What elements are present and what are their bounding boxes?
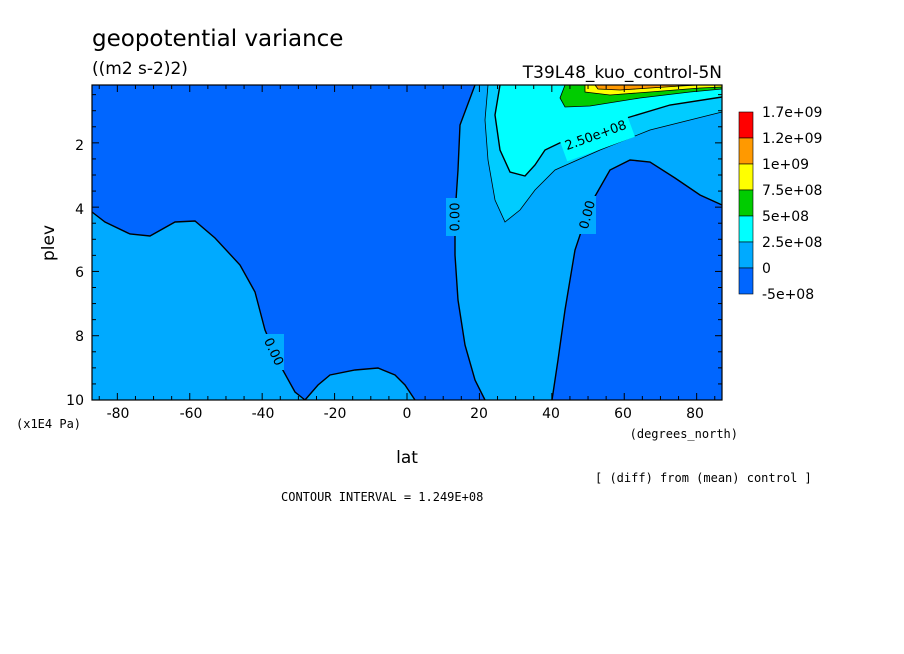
legend-swatch (738, 215, 754, 243)
tick-marks (92, 85, 722, 401)
chart-title: geopotential variance (92, 26, 343, 52)
x-tick-label: 20 (470, 406, 488, 422)
diff-note: [ (diff) from (mean) control ] (595, 471, 812, 485)
legend-swatch (738, 267, 754, 295)
contour-label-central: 0.00 (449, 203, 464, 232)
contour-500e6 (559, 84, 723, 108)
contour-750e6 (584, 85, 723, 96)
contour-label-east: 0.00 (577, 199, 599, 231)
mid-bottom-positive-region (305, 368, 415, 400)
legend-label: 1.2e+09 (762, 131, 822, 147)
x-tick-label: 0 (403, 406, 412, 422)
x-tick-label: -60 (180, 406, 203, 422)
color-legend: 1.7e+09 1.2e+09 1e+09 7.5e+08 5e+08 2.5e… (738, 105, 822, 303)
contour-interval: CONTOUR INTERVAL = 1.249E+08 (281, 490, 483, 504)
legend-label: 2.5e+08 (762, 235, 822, 251)
x-tick-label: -80 (107, 406, 130, 422)
y-axis-units: (x1E4 Pa) (16, 417, 81, 431)
legend-swatch (738, 241, 754, 269)
southern-positive-region (92, 212, 305, 400)
x-axis-label: lat (396, 448, 418, 468)
experiment-name: T39L48_kuo_control-5N (522, 63, 722, 83)
legend-label: 0 (762, 261, 771, 277)
x-tick-labels: -80 -60 -40 -20 0 20 40 60 80 (107, 406, 704, 422)
x-tick-label: 80 (686, 406, 704, 422)
zero-contour-central-west (454, 84, 486, 401)
y-tick-label: 4 (75, 202, 84, 218)
cyan-band-region (495, 85, 722, 176)
legend-label: 5e+08 (762, 209, 809, 225)
y-axis-label: plev (39, 225, 59, 261)
legend-label: 1e+09 (762, 157, 809, 173)
legend-swatch (738, 137, 754, 165)
legend-label: 1.7e+09 (762, 105, 822, 121)
legend-label: -5e+08 (762, 287, 814, 303)
legend-swatch (738, 111, 754, 139)
x-tick-label: 60 (614, 406, 632, 422)
y-tick-label: 6 (75, 265, 84, 281)
legend-label: 7.5e+08 (762, 183, 822, 199)
y-tick-labels: 2 4 6 8 10 (66, 138, 84, 409)
x-tick-label: -40 (252, 406, 275, 422)
x-axis-units: (degrees_north) (630, 427, 738, 441)
chart-units: ((m2 s-2)2) (92, 59, 188, 79)
x-tick-label: 40 (542, 406, 560, 422)
y-tick-label: 10 (66, 393, 84, 409)
zero-contour-central-east (551, 159, 723, 401)
contour-1e9 (594, 84, 701, 91)
legend-swatch (738, 163, 754, 191)
zero-contour-midbottom (304, 367, 416, 401)
x-tick-label: -20 (324, 406, 347, 422)
y-tick-label: 2 (75, 138, 84, 154)
contour-250e6 (494, 84, 723, 177)
legend-swatch (738, 189, 754, 217)
y-tick-label: 8 (75, 329, 84, 345)
